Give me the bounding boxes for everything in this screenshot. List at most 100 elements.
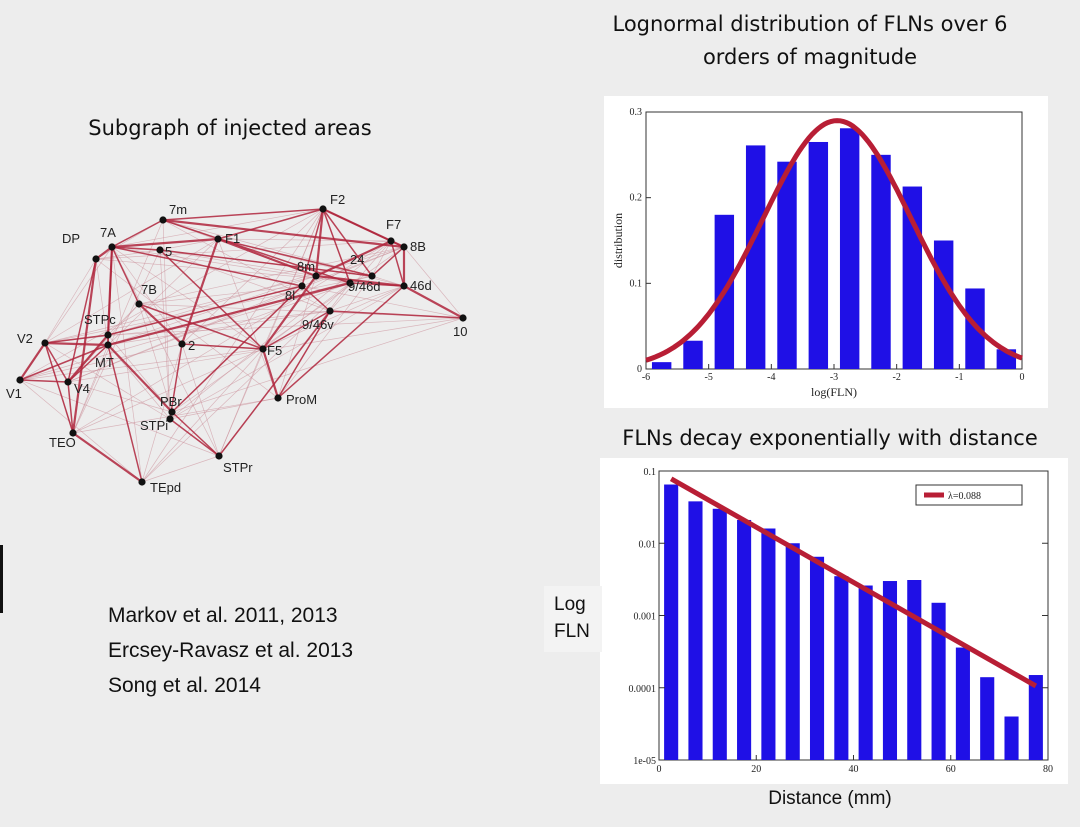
- histogram-fit-curve: [645, 118, 1023, 363]
- network-edge: [107, 246, 113, 346]
- network-node: [16, 376, 24, 384]
- network-node: [64, 378, 72, 386]
- network-edge: [171, 285, 303, 413]
- network-node: [400, 243, 408, 251]
- decay-chart: 0 20 40 60 80 1e-05 0.0001 0.001 0.01 0.1 λ=0.088: [600, 458, 1068, 784]
- network-edge-weak: [19, 208, 324, 381]
- network-edge-weak: [111, 246, 264, 350]
- network-edge-weak: [44, 258, 97, 344]
- network-node-label: 9/46v: [302, 317, 334, 332]
- network-edge: [171, 411, 220, 457]
- histogram-bar: [933, 240, 954, 369]
- network-node: [346, 279, 354, 287]
- network-edge: [301, 208, 324, 287]
- network-node-label: 7B: [141, 282, 157, 297]
- network-edge: [138, 303, 183, 345]
- network-nodes: V1 V2 V4 TEO TEpd MT STPc DP 7A 7m 7B 5 2 F1 F2 F7 8B 8m 2…: [6, 192, 467, 495]
- histogram-ytick-label: 0.1: [630, 278, 643, 289]
- histogram-xtick-label: -2: [892, 372, 900, 383]
- decay-bar: [1028, 675, 1043, 760]
- network-node-label: V4: [74, 381, 90, 396]
- decay-xtick-label: 0: [657, 764, 662, 775]
- network-node-label: 46d: [410, 278, 432, 293]
- network-edge: [322, 208, 351, 284]
- decay-xtick-label: 20: [751, 764, 761, 775]
- network-edge: [138, 303, 264, 350]
- network-node-label: 8B: [410, 239, 426, 254]
- network-edge-weak: [72, 249, 161, 434]
- network-edge-weak: [72, 285, 405, 434]
- network-node-label: F5: [267, 343, 282, 358]
- network-edge: [19, 342, 46, 381]
- network-node: [135, 300, 143, 308]
- network-edge-weak: [277, 275, 317, 399]
- decay-bar: [931, 602, 946, 760]
- network-edge: [111, 246, 303, 287]
- network-node-label: MT: [95, 355, 114, 370]
- network-edge: [72, 432, 143, 483]
- decay-fit-line: [669, 476, 1038, 689]
- network-edge-weak: [159, 238, 219, 251]
- histogram-xtick-label: -5: [704, 372, 712, 383]
- decay-bar: [858, 585, 873, 760]
- network-edge-weak: [44, 238, 219, 344]
- network-edge-weak: [138, 285, 303, 305]
- network-node: [108, 243, 116, 251]
- network-node-label: 7A: [100, 225, 116, 240]
- network-edge-weak: [403, 246, 464, 319]
- histogram-bar: [745, 145, 766, 369]
- network-edge-weak: [181, 282, 351, 345]
- network-edge-weak: [19, 379, 220, 457]
- decay-xlabel: Distance (mm): [768, 788, 892, 809]
- network-node: [41, 339, 49, 347]
- histogram-xtick-label: -6: [642, 372, 650, 383]
- network-edge: [159, 249, 373, 277]
- network-edge-weak: [277, 275, 373, 399]
- decay-bar: [688, 501, 703, 760]
- histogram-bar: [839, 128, 860, 369]
- histogram-xtick-label: 0: [1020, 372, 1025, 383]
- network-node-label: V2: [17, 331, 33, 346]
- reference-1: Markov et al. 2011, 2013: [108, 604, 338, 627]
- network-node: [400, 282, 408, 290]
- network-node-label: 5: [165, 244, 172, 259]
- network-edge: [44, 342, 69, 383]
- reference-3: Song et al. 2014: [108, 674, 261, 697]
- network-edge: [262, 310, 331, 350]
- network-edge-weak: [169, 240, 392, 420]
- decay-ytick-label: 0.0001: [629, 684, 657, 695]
- network-edge: [277, 310, 331, 399]
- network-edge-weak: [218, 208, 324, 457]
- decay-xtick-label: 40: [849, 764, 859, 775]
- network-edge: [111, 246, 140, 305]
- network-edge: [162, 208, 324, 221]
- network-node: [459, 314, 467, 322]
- network-edge-weak: [171, 317, 464, 413]
- network-edge: [107, 281, 351, 347]
- network-edge: [262, 275, 317, 350]
- network-edge: [403, 285, 464, 319]
- decay-ytick-label: 0.01: [639, 539, 657, 550]
- network-edge: [67, 258, 97, 383]
- network-node-label: STPr: [223, 460, 253, 475]
- histogram-ytick-label: 0.3: [630, 107, 643, 118]
- decay-ytick-label: 1e-05: [633, 756, 656, 767]
- network-node-label: DP: [62, 231, 80, 246]
- network-edge-weak: [141, 208, 324, 483]
- decay-legend-label: λ=0.088: [948, 491, 981, 502]
- network-edge-weak: [19, 348, 264, 381]
- network-node-label: ProM: [286, 392, 317, 407]
- network-edge: [111, 219, 164, 248]
- histogram-xtick-label: -1: [955, 372, 963, 383]
- network-edges: [19, 208, 464, 483]
- network-node: [215, 452, 223, 460]
- network-node: [168, 408, 176, 416]
- network-edge: [314, 208, 325, 277]
- decay-bar: [834, 576, 849, 760]
- network-edge: [371, 246, 405, 277]
- network-edge-weak: [262, 282, 351, 350]
- network-node: [159, 216, 167, 224]
- network-edge: [107, 344, 143, 483]
- network-edge: [261, 348, 280, 399]
